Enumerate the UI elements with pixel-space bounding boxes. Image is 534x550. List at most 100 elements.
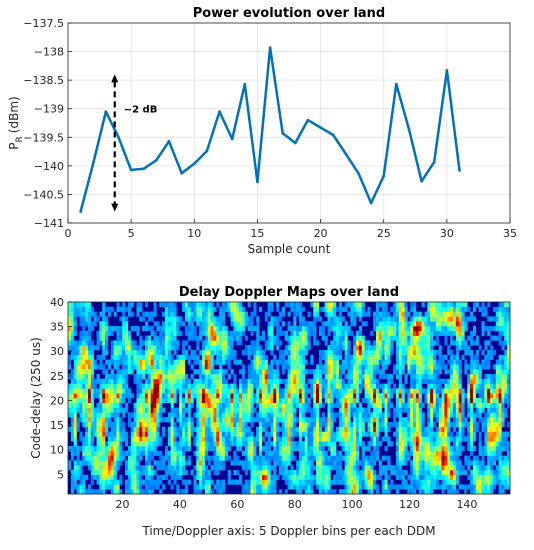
heatmap-cell (350, 441, 354, 447)
heatmap-cell (410, 470, 414, 476)
heatmap-cell (344, 402, 348, 408)
heatmap-cell (490, 479, 494, 485)
heatmap-cell (261, 393, 266, 399)
heatmap-cell (213, 422, 217, 428)
heatmap-cell (113, 474, 117, 480)
heatmap-cell (267, 441, 271, 447)
heatmap-cell (113, 359, 117, 365)
heatmap-cell (133, 446, 137, 452)
heatmap-cell (378, 460, 382, 466)
heatmap-cell (281, 402, 286, 408)
heatmap-cell (381, 369, 385, 375)
heatmap-cell (333, 383, 337, 389)
heatmap-cell (79, 460, 83, 466)
heatmap-cell (207, 422, 211, 428)
heatmap-cell (233, 402, 237, 408)
heatmap-cell (70, 422, 74, 428)
heatmap-cell (150, 407, 154, 413)
heatmap-cell (159, 359, 163, 365)
heatmap-cell (410, 359, 414, 365)
heatmap-cell (119, 326, 123, 332)
heatmap-cell (356, 398, 360, 404)
heatmap-cell (375, 326, 380, 332)
heatmap-cell (73, 479, 77, 485)
heatmap-cell (404, 446, 408, 452)
heatmap-cell (281, 426, 286, 432)
heatmap-cell (96, 426, 100, 432)
heatmap-cell (298, 474, 303, 480)
arrow-head-up-icon (111, 74, 119, 83)
two-db-annotation: ~2 dB (111, 74, 157, 212)
heatmap-cell (182, 465, 186, 471)
heatmap-cell (144, 450, 149, 456)
heatmap-cell (347, 388, 351, 394)
heatmap-cell (475, 470, 479, 476)
heatmap-cell (504, 321, 508, 327)
heatmap-cell (261, 388, 266, 394)
heatmap-cell (435, 474, 440, 480)
heatmap-cell (202, 474, 206, 480)
heatmap-cell (279, 398, 283, 404)
heatmap-cell (373, 350, 377, 356)
heatmap-cell (170, 407, 174, 413)
heatmap-cell (236, 422, 240, 428)
heatmap-cell (375, 354, 380, 360)
heatmap-cell (219, 388, 223, 394)
heatmap-cell (127, 422, 132, 428)
heatmap-cell (333, 436, 337, 442)
heatmap-cell (230, 398, 234, 404)
heatmap-cell (87, 374, 92, 380)
heatmap-cell (99, 393, 103, 399)
heatmap-cell (199, 479, 203, 485)
heatmap-cell (356, 340, 360, 346)
heatmap-cell (353, 393, 357, 399)
heatmap-cell (472, 340, 477, 346)
heatmap-cell (159, 455, 163, 461)
heatmap-cell (475, 460, 479, 466)
heatmap-cell (427, 465, 431, 471)
heatmap-cell (450, 383, 454, 389)
heatmap-cell (373, 378, 377, 384)
heatmap-cell (464, 460, 468, 466)
heatmap-cell (381, 417, 385, 423)
heatmap-cell (444, 330, 448, 336)
heatmap-cell (398, 306, 402, 312)
heatmap-cell (504, 330, 508, 336)
heatmap-cell (247, 354, 251, 360)
heatmap-cell (82, 378, 86, 384)
heatmap-cell (173, 321, 177, 327)
heatmap-cell (90, 306, 94, 312)
heatmap-cell (387, 335, 391, 341)
heatmap-cell (261, 479, 266, 485)
heatmap-cell (164, 470, 169, 476)
heatmap-cell (281, 460, 286, 466)
heatmap-cell (153, 388, 157, 394)
heatmap-cell (290, 446, 294, 452)
heatmap-cell (142, 388, 146, 394)
heatmap-cell (270, 474, 274, 480)
heatmap-cell (470, 369, 474, 375)
heatmap-cell (256, 369, 260, 375)
y-tick-label: −139.5 (23, 131, 64, 144)
heatmap-cell (184, 417, 189, 423)
heatmap-cell (435, 369, 440, 375)
heatmap-cell (133, 422, 137, 428)
heatmap-cell (324, 470, 328, 476)
heatmap-cell (227, 359, 231, 365)
heatmap-cell (159, 330, 163, 336)
heatmap-cell (373, 436, 377, 442)
heatmap-cell (273, 383, 277, 389)
heatmap-cell (318, 474, 323, 480)
heatmap-cell (221, 330, 226, 336)
heatmap-cell (316, 311, 320, 317)
heatmap-cell (358, 383, 363, 389)
heatmap-cell (478, 431, 482, 437)
heatmap-cell (142, 426, 146, 432)
heatmap-cell (90, 393, 94, 399)
heatmap-cell (484, 426, 488, 432)
heatmap-cell (70, 369, 74, 375)
heatmap-cell (122, 369, 126, 375)
heatmap-cell (358, 441, 363, 447)
heatmap-cell (173, 455, 177, 461)
heatmap-cell (150, 402, 154, 408)
